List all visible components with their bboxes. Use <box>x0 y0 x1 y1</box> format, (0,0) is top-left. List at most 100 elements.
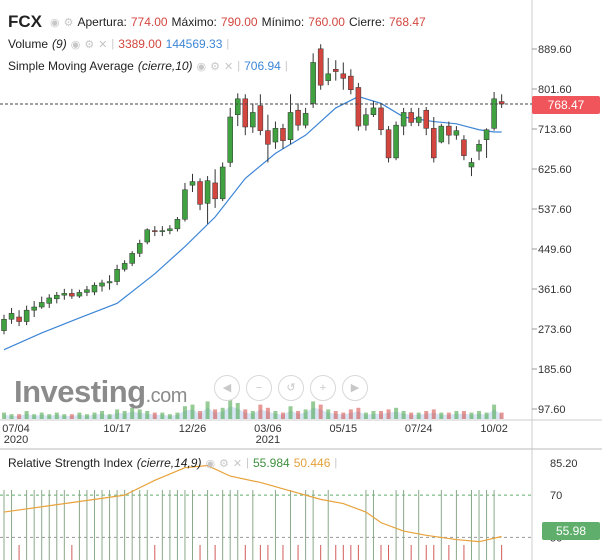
low-value: 760.00 <box>308 15 345 29</box>
volume-bar <box>9 414 14 419</box>
volume-param: (9) <box>52 37 67 51</box>
eye-icon[interactable]: ◉ <box>50 16 60 29</box>
eye-icon[interactable]: ◉ <box>196 60 207 73</box>
candle-body <box>363 114 369 126</box>
volume-label: Volume <box>8 37 49 51</box>
candle-body <box>61 293 68 296</box>
close-icon[interactable]: ✕ <box>232 457 243 470</box>
volume-bar <box>356 407 361 419</box>
candle-body <box>152 230 158 232</box>
volume-bar <box>439 412 444 419</box>
open-value: 774.00 <box>130 15 168 29</box>
x-tick-label: 10/17 <box>103 423 131 435</box>
candle-body <box>121 263 128 270</box>
candle-body <box>227 116 233 163</box>
candle-body <box>8 313 15 320</box>
sma-value: 706.94 <box>244 59 281 73</box>
candle-body <box>348 75 354 90</box>
rsi-legend: Relative Strength Index (cierre,14,9) ◉ … <box>8 456 338 470</box>
candle-body <box>415 116 422 123</box>
y-tick-label: 889.60 <box>538 44 572 56</box>
volume-bar <box>363 412 368 419</box>
volume-bar <box>394 407 399 419</box>
volume-bar <box>499 412 504 419</box>
volume-bar <box>318 404 323 419</box>
volume-bar <box>47 414 52 419</box>
y-tick-label: 801.60 <box>538 84 572 96</box>
zoom-out-icon[interactable]: − <box>246 375 272 401</box>
candle-body <box>69 293 75 297</box>
close-icon[interactable]: ✕ <box>224 60 234 73</box>
candle-body <box>370 107 377 115</box>
sma-label: Simple Moving Average <box>8 59 134 73</box>
rsi-current-tag: 55.98 <box>542 522 600 540</box>
volume-bar <box>182 406 187 419</box>
high-value: 790.00 <box>220 15 258 29</box>
candle-body <box>76 292 83 297</box>
volume-bar <box>137 409 142 419</box>
candle-body <box>114 269 120 282</box>
candle-body <box>106 281 113 284</box>
volume-legend: Volume (9) ◉ ⚙ ✕ | 3389.00 144569.33 | <box>8 37 230 51</box>
volume-bar <box>24 411 29 419</box>
symbol-label: FCX <box>8 12 42 31</box>
candle-body <box>197 181 203 205</box>
volume-bar <box>326 409 331 419</box>
close-label: Cierre: <box>348 15 385 29</box>
sma-legend: Simple Moving Average (cierre,10) ◉ ⚙ ✕ … <box>8 59 288 73</box>
volume-bar <box>431 409 436 419</box>
candle-body <box>491 98 497 129</box>
volume-bar <box>461 411 466 419</box>
volume-bar <box>409 412 414 419</box>
eye-icon[interactable]: ◉ <box>205 457 216 470</box>
candle-body <box>310 62 316 104</box>
settings-icon[interactable]: ⚙ <box>84 38 95 51</box>
settings-icon[interactable]: ⚙ <box>63 16 74 29</box>
candle-body <box>468 162 475 168</box>
volume-bar <box>62 414 67 419</box>
volume-bar <box>54 412 59 419</box>
eye-icon[interactable]: ◉ <box>70 38 81 51</box>
sma-param: (cierre,10) <box>137 59 193 73</box>
candle-body <box>167 228 173 231</box>
settings-icon[interactable]: ⚙ <box>219 457 229 470</box>
volume-bar <box>303 409 308 419</box>
scroll-left-icon[interactable]: ◀ <box>214 375 240 401</box>
candle-body <box>1 319 7 331</box>
settings-icon[interactable]: ⚙ <box>210 60 221 73</box>
volume-bar <box>280 412 285 419</box>
y-tick-label: 273.60 <box>538 324 572 336</box>
close-icon[interactable]: ✕ <box>98 38 108 51</box>
volume-bar <box>288 406 293 419</box>
zoom-in-icon[interactable]: + <box>310 375 336 401</box>
y-tick-label: 537.60 <box>538 204 572 216</box>
rsi-value-1: 55.984 <box>253 456 290 470</box>
candle-body <box>446 125 452 136</box>
volume-bar <box>190 404 195 419</box>
x-tick-label: 07/24 <box>405 423 433 435</box>
x-tick-label: 07/04 <box>2 423 30 435</box>
candle-body <box>393 124 399 159</box>
y-tick-label: 625.60 <box>538 164 572 176</box>
candle-body <box>476 144 482 152</box>
volume-bar <box>273 411 278 419</box>
sma-line <box>3 95 502 351</box>
open-label: Apertura: <box>77 15 127 29</box>
reset-icon[interactable]: ↺ <box>278 375 304 401</box>
candle-body <box>46 297 52 304</box>
candle-body <box>431 128 437 159</box>
candle-body <box>287 112 294 140</box>
candle-body <box>265 130 271 145</box>
volume-bar <box>160 412 165 419</box>
volume-bar <box>167 414 172 419</box>
candle-body <box>16 316 22 322</box>
candle-body <box>250 112 256 128</box>
candle-body <box>378 107 384 130</box>
y-tick-label: 361.60 <box>538 284 572 296</box>
scroll-right-icon[interactable]: ▶ <box>342 375 368 401</box>
candle-body <box>144 229 151 243</box>
volume-bar <box>213 409 218 419</box>
rsi-signal-line <box>3 464 502 543</box>
candle-body <box>159 230 166 232</box>
